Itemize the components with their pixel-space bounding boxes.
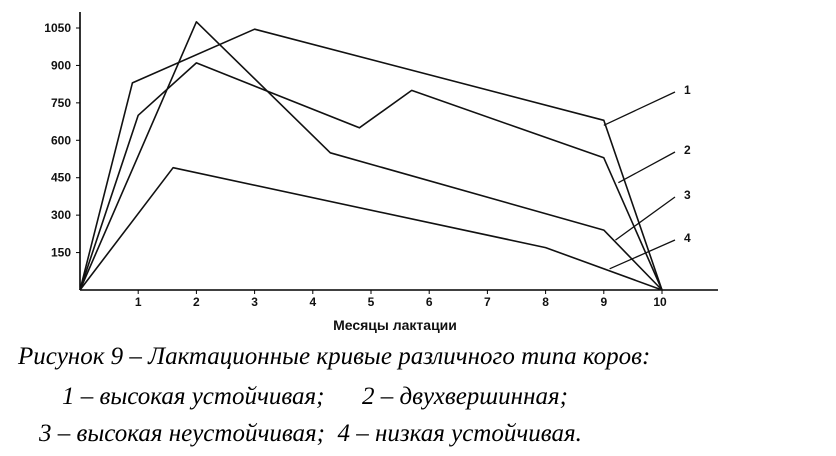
series-line-3 xyxy=(79,20,663,291)
x-tick-label: 5 xyxy=(368,295,375,309)
series-line-1 xyxy=(79,28,663,291)
series-number-label: 3 xyxy=(684,188,691,202)
series-number-label: 1 xyxy=(684,83,691,97)
x-tick-label: 7 xyxy=(484,295,491,309)
series-number-label: 4 xyxy=(684,231,691,245)
x-tick-label: 10 xyxy=(653,295,667,309)
series-callout-line-1 xyxy=(603,91,676,126)
x-tick-label: 9 xyxy=(600,295,607,309)
x-axis-label: Месяцы лактации xyxy=(333,317,457,333)
x-tick-label: 1 xyxy=(135,295,142,309)
series-number-label: 2 xyxy=(684,143,691,157)
figure-caption-legend-line-2: 3 – высокая неустойчивая; 4 – низкая уст… xyxy=(39,420,582,447)
series-callout-line-4 xyxy=(609,239,676,270)
x-tick-label: 4 xyxy=(309,295,316,309)
figure-caption-title: Рисунок 9 – Лактационные кривые различно… xyxy=(18,343,651,370)
series-callout-line-3 xyxy=(615,196,676,241)
series-line-4 xyxy=(79,166,663,291)
y-tick-label: 1050 xyxy=(44,21,71,35)
y-tick-label: 300 xyxy=(51,208,71,222)
lactation-chart: 150 300 450 600 750 900 1050 1 2 3 4 5 6 7 8 9 10 1 2 3 4 М… xyxy=(44,12,718,333)
x-tick-label: 8 xyxy=(542,295,549,309)
x-tick-label: 2 xyxy=(193,295,200,309)
figure-caption-legend-line-1: 1 – высокая устойчивая; 2 – двухвершинна… xyxy=(62,383,568,410)
y-tick-label: 750 xyxy=(51,96,71,110)
y-tick-label: 450 xyxy=(51,171,71,185)
x-tick-label: 3 xyxy=(251,295,258,309)
series-callout-line-2 xyxy=(618,151,676,184)
y-tick-label: 900 xyxy=(51,58,71,72)
y-tick-label: 150 xyxy=(51,246,71,260)
y-tick-label: 600 xyxy=(51,133,71,147)
series-line-2 xyxy=(79,62,663,291)
x-tick-label: 6 xyxy=(426,295,433,309)
